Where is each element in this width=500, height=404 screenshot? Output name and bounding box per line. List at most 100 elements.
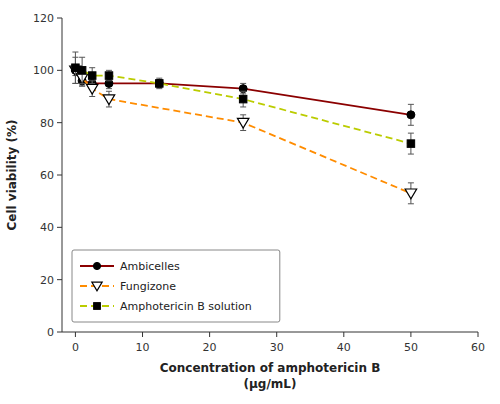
marker [105,72,113,80]
background [0,0,500,404]
error-bar-cap [72,52,78,53]
series-line [75,68,410,144]
y-axis-label: Cell viability (%) [5,119,19,230]
error-bar [156,78,162,88]
x-tick [343,332,344,337]
x-axis-label-line: Concentration of amphotericin B [160,361,381,375]
error-bar-cap [240,83,246,84]
marker [239,85,247,93]
error-bar-cap [156,78,162,79]
x-tick-label: 0 [72,341,79,354]
error-bar [79,57,85,83]
error-bar [156,79,162,87]
legend-box [72,250,280,322]
error-bar [408,133,414,154]
x-axis-line [62,332,478,333]
y-tick [57,175,62,176]
error-bar-cap [408,133,414,134]
x-axis-label: Concentration of amphotericin B (μg/mL) [160,361,381,391]
legend: Ambicelles Fungizone Amphotericin B soluti… [72,250,280,322]
marker [86,84,98,94]
legend-label: Amphotericin B solution [120,300,252,313]
error-bar-cap [240,106,246,107]
error-bar [89,68,95,84]
y-tick-label: 40 [40,221,54,234]
chart: 0 10 20 30 40 50 60 0 20 40 60 80 100 120 Concentratio… [0,0,500,404]
marker [407,111,415,119]
series [70,57,417,204]
error-bar-cap [72,83,78,84]
page: {"chart_data": { "type": "line", "xlabel… [0,0,500,404]
y-tick [57,70,62,71]
error-bar [408,104,414,125]
error-bar-cap [408,125,414,126]
marker [155,79,163,87]
error-bar-cap [106,88,112,89]
error-bar-cap [79,86,85,87]
error-bar-cap [106,70,112,71]
x-tick [478,332,479,337]
error-bar-cap [89,96,95,97]
x-tick-label: 30 [270,341,284,354]
x-tick-label: 40 [337,341,351,354]
plot-data [70,52,417,204]
error-bar-cap [79,86,85,87]
error-bar-cap [89,83,95,84]
error-bar [106,70,112,80]
error-bar-cap [240,130,246,131]
error-bar-cap [72,83,78,84]
error-bar-cap [408,104,414,105]
axes: 0 10 20 30 40 50 60 0 20 40 60 80 100 120 [33,12,485,354]
marker [105,79,113,87]
error-bar-cap [79,83,85,84]
error-bar-cap [89,67,95,68]
marker [156,80,164,88]
marker [94,303,101,310]
y-tick-label: 60 [40,169,54,182]
error-bar-cap [106,91,112,92]
error-bar-cap [79,57,85,58]
x-tick [142,332,143,337]
error-bar-cap [240,114,246,115]
marker [93,262,100,269]
x-axis-label-line: (μg/mL) [244,377,297,391]
marker [237,118,249,128]
x-tick-label: 20 [203,341,217,354]
marker [88,72,96,80]
error-bar-cap [240,91,246,92]
marker [407,140,415,148]
y-tick [57,332,62,333]
y-tick [57,227,62,228]
x-tick [276,332,277,337]
y-tick-label: 120 [33,12,54,25]
y-tick-label: 20 [40,274,54,287]
marker [92,282,102,291]
marker [405,189,417,199]
marker [103,95,115,105]
error-bar-cap [156,88,162,89]
x-tick [209,332,210,337]
y-tick [57,122,62,123]
error-bar-cap [408,182,414,183]
error-bar-cap [106,106,112,107]
error-bar-cap [408,154,414,155]
series-line [75,70,410,193]
error-bar [240,91,246,107]
series-line [75,70,410,114]
series [72,52,415,154]
x-tick [410,332,411,337]
marker [78,67,86,75]
x-tick-label: 10 [136,341,150,354]
error-bar-cap [408,203,414,204]
marker [239,95,247,103]
x-tick [75,332,76,337]
y-tick [57,279,62,280]
x-tick-label: 50 [404,341,418,354]
legend-label: Fungizone [120,280,176,293]
x-tick-label: 60 [471,341,485,354]
legend-label: Ambicelles [120,260,180,273]
y-tick-label: 80 [40,117,54,130]
error-bar-cap [106,80,112,81]
y-tick-label: 0 [47,326,54,339]
y-tick-label: 100 [33,64,54,77]
